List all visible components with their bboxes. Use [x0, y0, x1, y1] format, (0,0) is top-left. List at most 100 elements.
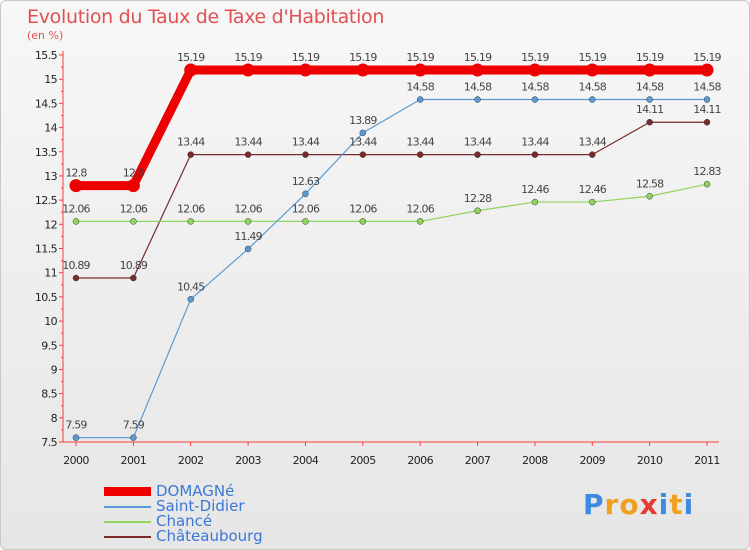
data-label: 13.44 — [406, 136, 434, 149]
data-point — [416, 151, 424, 158]
data-label: 13.89 — [349, 114, 377, 127]
data-label: 14.11 — [693, 103, 721, 116]
logo-letter: r — [604, 488, 620, 521]
y-tick-label: 10.5 — [35, 291, 58, 304]
data-point — [130, 434, 137, 441]
data-point — [130, 274, 137, 282]
data-label: 14.58 — [521, 81, 549, 94]
data-label: 15.19 — [693, 51, 721, 64]
logo-letter: x — [639, 488, 659, 521]
data-point — [359, 129, 367, 137]
data-point — [416, 218, 424, 225]
data-point — [531, 96, 539, 103]
data-label: 7.59 — [65, 419, 87, 432]
data-label: 10.89 — [120, 259, 148, 272]
legend-item-saint-didier: Saint-Didier — [104, 497, 344, 515]
data-label: 12.8 — [65, 167, 87, 180]
x-tick-label: 2006 — [407, 454, 433, 467]
series-line-0 — [71, 65, 712, 191]
logo-letter: t — [669, 488, 684, 521]
data-label: 13.44 — [177, 136, 205, 149]
data-point — [589, 151, 596, 158]
data-point — [413, 63, 427, 77]
series-line-3 — [75, 121, 708, 279]
data-point — [72, 434, 80, 441]
data-point — [703, 180, 711, 188]
data-point — [302, 218, 309, 225]
x-tick-label: 2002 — [178, 454, 204, 467]
x-tick-label: 2007 — [465, 454, 491, 467]
data-point — [643, 63, 657, 77]
series-line-1 — [75, 98, 708, 439]
data-label: 12.06 — [177, 202, 205, 215]
data-label: 13.44 — [579, 136, 607, 149]
data-label: 12.06 — [234, 202, 262, 215]
legend-swatch-chance — [104, 521, 151, 523]
data-point — [474, 207, 481, 215]
data-point — [531, 151, 539, 158]
x-tick-label: 2001 — [121, 454, 147, 467]
y-tick-label: 9 — [51, 363, 58, 376]
legend-label-saint-didier: Saint-Didier — [156, 497, 245, 515]
data-label: 15.19 — [636, 51, 664, 64]
data-label: 13.44 — [521, 136, 549, 149]
data-label: 13.44 — [292, 136, 320, 149]
data-point — [72, 218, 80, 225]
data-label: 12.58 — [636, 177, 664, 190]
data-point — [126, 179, 140, 193]
data-label: 15.19 — [234, 51, 262, 64]
data-label: 12.8 — [123, 167, 145, 180]
y-tick-label: 11.5 — [35, 243, 58, 256]
data-point — [531, 198, 539, 206]
data-label: 12.63 — [292, 175, 320, 188]
data-point — [700, 63, 714, 77]
data-label: 12.28 — [464, 192, 492, 205]
data-point — [187, 296, 194, 303]
x-tick-label: 2010 — [637, 454, 663, 467]
data-point — [585, 63, 599, 77]
logo-letter: o — [619, 488, 640, 521]
data-label: 15.19 — [406, 51, 434, 64]
data-point — [69, 179, 83, 193]
data-label: 13.44 — [234, 136, 262, 149]
x-tick-label: 2008 — [522, 454, 548, 467]
data-label: 11.49 — [234, 230, 262, 243]
y-tick-label: 8.5 — [41, 388, 57, 401]
data-label: 10.89 — [62, 259, 90, 272]
data-point — [646, 193, 653, 200]
data-label: 15.19 — [292, 51, 320, 64]
data-point — [474, 151, 481, 158]
data-label: 14.58 — [406, 81, 434, 94]
x-tick-label: 2009 — [579, 454, 605, 467]
data-label: 12.46 — [521, 183, 549, 196]
data-label: 15.19 — [579, 51, 607, 64]
data-label: 12.06 — [349, 202, 377, 215]
y-tick-label: 12 — [44, 218, 57, 231]
data-label: 15.19 — [464, 51, 492, 64]
y-tick-label: 14.5 — [35, 97, 58, 110]
data-label: 14.58 — [464, 81, 492, 94]
y-tick-label: 11 — [44, 267, 57, 280]
data-point — [244, 245, 252, 253]
legend-label-chance: Chancé — [156, 512, 213, 530]
legend-swatch-chateaubourg — [104, 536, 151, 538]
data-label: 12.83 — [693, 165, 721, 178]
y-tick-label: 9.5 — [41, 339, 57, 352]
proxiti-logo: Proxiti — [583, 488, 694, 521]
logo-letter: i — [683, 488, 695, 521]
legend-item-domagne: DOMAGNé — [104, 482, 344, 500]
data-point — [359, 218, 367, 225]
data-point — [72, 274, 80, 282]
data-label: 15.19 — [349, 51, 377, 64]
data-point — [187, 218, 194, 225]
data-point — [471, 63, 485, 77]
data-label: 7.59 — [123, 419, 145, 432]
data-point — [703, 118, 711, 126]
data-point — [474, 96, 481, 103]
x-tick-label: 2004 — [293, 454, 319, 467]
data-label: 13.44 — [464, 136, 492, 149]
data-label: 15.19 — [521, 51, 549, 64]
data-point — [302, 190, 309, 198]
data-label: 12.06 — [120, 202, 148, 215]
